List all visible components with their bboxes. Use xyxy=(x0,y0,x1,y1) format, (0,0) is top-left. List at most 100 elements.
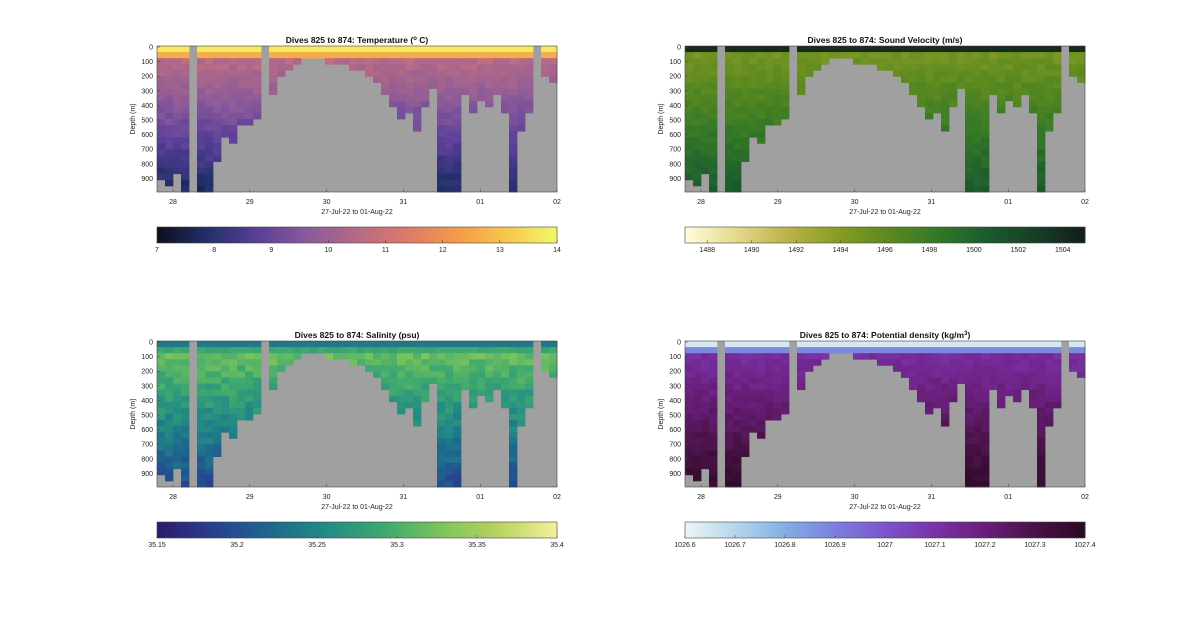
colorbar-tick-label: 35.15 xyxy=(148,542,166,549)
data-cell xyxy=(445,401,454,409)
data-cell xyxy=(909,371,918,378)
data-cell xyxy=(869,46,878,53)
data-cell xyxy=(437,149,446,156)
data-cell xyxy=(805,46,814,53)
data-cell xyxy=(725,359,734,366)
colorbar-swatch xyxy=(380,227,385,243)
data-cell xyxy=(1013,52,1022,59)
data-cell xyxy=(469,88,478,96)
data-cell xyxy=(509,341,518,348)
colorbar-swatch xyxy=(958,522,963,538)
colorbar-swatch xyxy=(778,227,783,243)
data-cell xyxy=(421,46,430,53)
data-cell xyxy=(685,94,694,102)
colorbar-tick-label: 1027 xyxy=(877,542,893,549)
colorbar-swatch xyxy=(908,227,913,243)
data-cell xyxy=(1037,179,1046,187)
data-cell xyxy=(701,131,710,138)
data-cell xyxy=(837,341,846,348)
data-cell xyxy=(765,82,774,89)
data-cell xyxy=(165,46,174,53)
data-cell xyxy=(989,353,998,360)
colorbar-swatch xyxy=(831,522,836,538)
colorbar-swatch xyxy=(490,522,495,538)
data-cell xyxy=(205,137,214,144)
colorbar-swatch xyxy=(728,522,733,538)
data-cell xyxy=(525,365,534,372)
data-cell xyxy=(765,100,774,108)
data-cell xyxy=(765,407,774,415)
data-cell xyxy=(917,347,926,354)
x-tick-label: 02 xyxy=(1081,199,1089,206)
colorbar-swatch xyxy=(280,522,285,538)
data-cell xyxy=(749,401,758,409)
data-cell xyxy=(997,94,1006,102)
data-cell xyxy=(925,371,934,378)
data-cell xyxy=(445,450,454,457)
colorbar-swatch xyxy=(811,522,816,538)
data-cell xyxy=(173,347,182,354)
data-cell xyxy=(821,58,830,65)
data-cell xyxy=(1037,94,1046,102)
data-cell xyxy=(365,58,374,65)
data-cell xyxy=(173,401,182,409)
data-cell xyxy=(709,407,718,415)
data-cell xyxy=(317,52,326,59)
data-cell xyxy=(997,64,1006,71)
data-cell xyxy=(437,365,446,372)
data-cell xyxy=(453,414,462,421)
colorbar-swatch xyxy=(741,522,746,538)
colorbar-swatch xyxy=(183,522,188,538)
colorbar-tick-label: 1026.6 xyxy=(674,542,696,549)
data-cell xyxy=(733,407,742,415)
data-cell xyxy=(741,76,750,83)
data-cell xyxy=(685,112,694,120)
data-cell xyxy=(397,389,406,397)
colorbar-swatch xyxy=(510,522,515,538)
data-cell xyxy=(685,173,694,181)
data-cell xyxy=(429,377,438,384)
data-cell xyxy=(221,359,230,366)
data-cell xyxy=(925,359,934,366)
data-cell xyxy=(733,179,742,187)
data-cell xyxy=(909,365,918,372)
x-tick-label: 01 xyxy=(476,199,484,206)
colorbar-swatch xyxy=(443,227,448,243)
data-cell xyxy=(461,365,470,372)
data-cell xyxy=(213,70,222,77)
data-cell xyxy=(477,46,486,53)
data-cell xyxy=(221,341,230,348)
data-cell xyxy=(445,149,454,156)
data-cell xyxy=(205,474,214,482)
data-cell xyxy=(229,426,238,433)
data-cell xyxy=(997,46,1006,53)
data-cell xyxy=(941,70,950,77)
data-cell xyxy=(749,82,758,89)
data-cell xyxy=(237,119,246,126)
data-cell xyxy=(941,371,950,378)
data-cell xyxy=(453,173,462,181)
data-cell xyxy=(181,347,190,354)
data-cell xyxy=(981,106,990,114)
data-cell xyxy=(741,119,750,126)
data-cell xyxy=(157,359,166,366)
data-cell xyxy=(909,88,918,96)
data-cell xyxy=(973,474,982,482)
data-cell xyxy=(269,52,278,59)
data-cell xyxy=(733,395,742,403)
data-cell xyxy=(933,106,942,114)
data-cell xyxy=(221,395,230,403)
data-cell xyxy=(173,94,182,102)
colorbar-swatch xyxy=(167,227,171,243)
data-cell xyxy=(725,137,734,144)
colorbar-swatch xyxy=(815,227,819,243)
data-cell xyxy=(165,70,174,77)
colorbar-swatch xyxy=(718,522,723,538)
colorbar-swatch xyxy=(921,227,926,243)
y-tick-label: 900 xyxy=(141,471,153,478)
colorbar-swatch xyxy=(190,522,195,538)
data-cell xyxy=(525,389,534,397)
data-cell xyxy=(205,76,214,83)
data-cell xyxy=(525,359,534,366)
colorbar-tick-label: 1026.7 xyxy=(724,542,746,549)
